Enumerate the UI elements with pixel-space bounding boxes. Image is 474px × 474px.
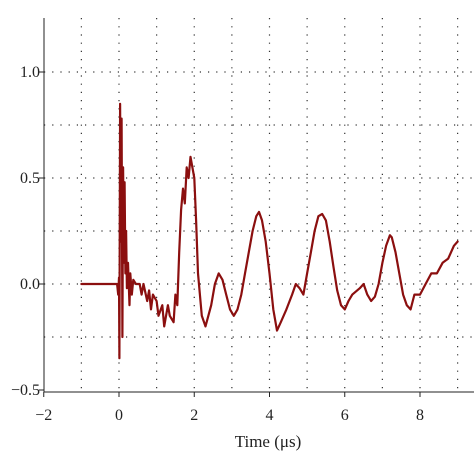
x-tick-label: 6 xyxy=(341,407,349,424)
ticks: −2 0 2 4 6 8 −0.5 0.0 0.5 1.0 xyxy=(11,64,424,424)
x-tick-label: 0 xyxy=(115,407,123,424)
plot-area xyxy=(80,102,459,360)
x-tick-label: 8 xyxy=(416,407,424,424)
x-axis-title: Time (μs) xyxy=(235,432,302,451)
x-tick-label: 4 xyxy=(266,407,274,424)
x-tick-label: −2 xyxy=(35,407,52,424)
grid xyxy=(44,18,474,392)
y-tick-label: 0.0 xyxy=(20,276,40,293)
series-line xyxy=(80,102,459,360)
x-tick-label: 2 xyxy=(190,407,198,424)
axes xyxy=(43,18,474,393)
y-tick-label: 1.0 xyxy=(20,64,40,81)
y-tick-label: 0.5 xyxy=(20,170,40,187)
y-tick-label: −0.5 xyxy=(11,382,40,399)
